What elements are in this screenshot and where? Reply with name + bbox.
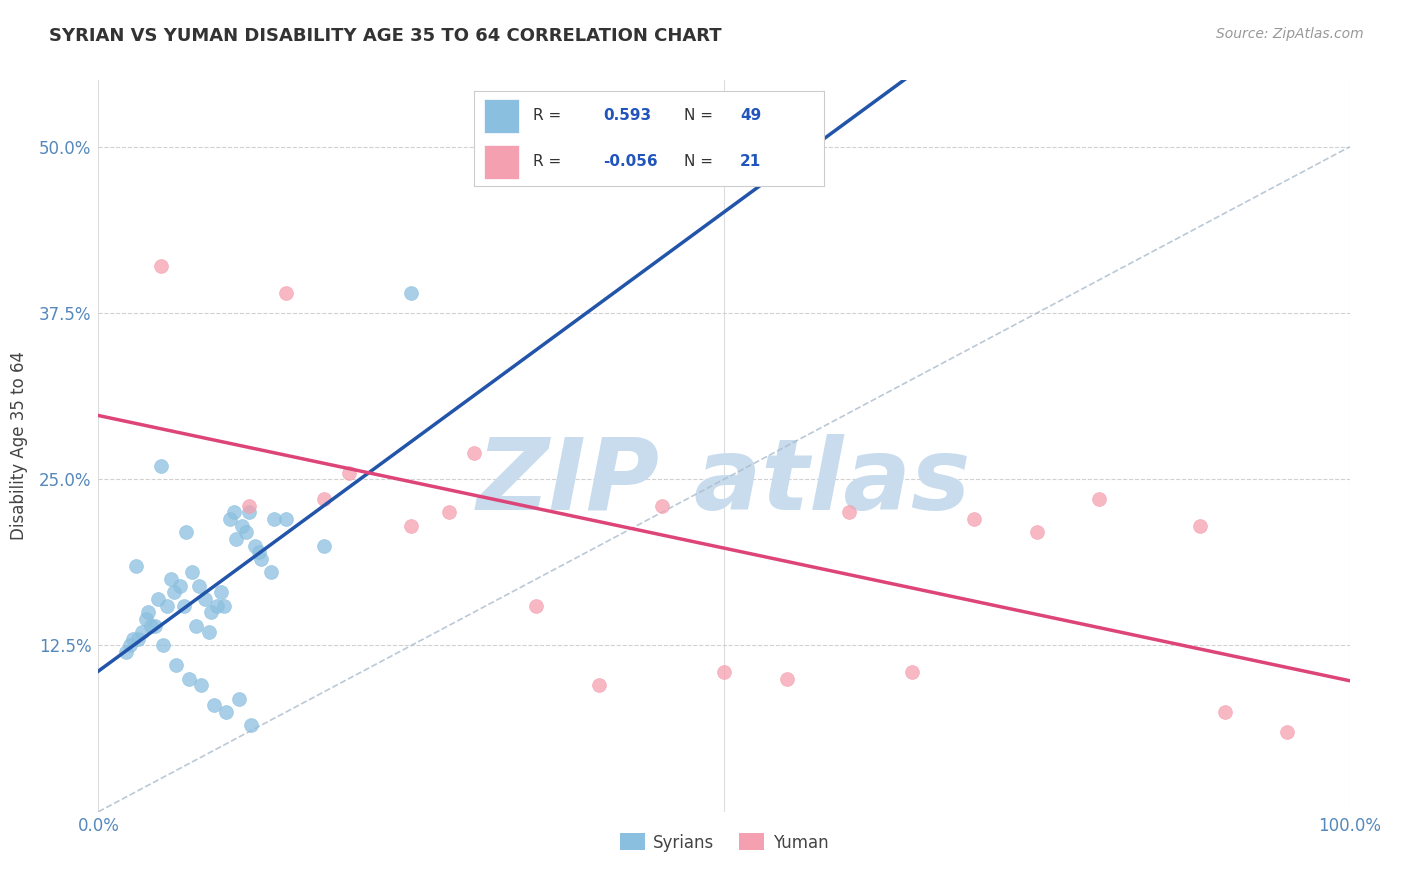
Point: [235, 525, 257, 540]
Point: [150, 260, 173, 274]
Point: [173, 599, 195, 613]
Point: [174, 525, 197, 540]
Point: [963, 512, 986, 526]
Point: [238, 506, 260, 520]
Point: [197, 625, 219, 640]
Text: SYRIAN VS YUMAN DISABILITY AGE 35 TO 64 CORRELATION CHART: SYRIAN VS YUMAN DISABILITY AGE 35 TO 64 …: [49, 27, 721, 45]
Point: [190, 678, 212, 692]
Point: [209, 585, 232, 599]
Point: [240, 718, 263, 732]
Point: [127, 632, 149, 646]
Point: [187, 579, 209, 593]
Point: [1088, 492, 1111, 507]
Point: [776, 672, 799, 686]
Point: [162, 585, 184, 599]
Point: [150, 458, 173, 473]
Text: Source: ZipAtlas.com: Source: ZipAtlas.com: [1216, 27, 1364, 41]
Point: [131, 625, 153, 640]
Point: [260, 566, 283, 580]
Legend: Syrians, Yuman: Syrians, Yuman: [613, 827, 835, 858]
Point: [231, 518, 253, 533]
Point: [225, 532, 247, 546]
Point: [1026, 525, 1049, 540]
Point: [1277, 725, 1299, 739]
Point: [263, 512, 285, 526]
Point: [207, 599, 229, 613]
Point: [152, 639, 174, 653]
Point: [115, 645, 138, 659]
Point: [588, 678, 610, 692]
Point: [143, 618, 166, 632]
Point: [250, 552, 273, 566]
Point: [160, 572, 183, 586]
Point: [202, 698, 225, 713]
Point: [177, 672, 200, 686]
Point: [118, 639, 141, 653]
Point: [274, 512, 298, 526]
Point: [215, 705, 238, 719]
Point: [401, 286, 423, 301]
Point: [222, 506, 245, 520]
Point: [165, 658, 187, 673]
Point: [212, 599, 235, 613]
Point: [156, 599, 179, 613]
Point: [200, 605, 222, 619]
Point: [184, 618, 207, 632]
Point: [713, 665, 735, 679]
Point: [401, 518, 423, 533]
Point: [247, 545, 270, 559]
Point: [122, 632, 145, 646]
Point: [463, 445, 485, 459]
Point: [312, 539, 335, 553]
Point: [228, 691, 250, 706]
Point: [312, 492, 335, 507]
Point: [169, 579, 191, 593]
Point: [238, 499, 260, 513]
Point: [1188, 518, 1211, 533]
Point: [181, 566, 204, 580]
Point: [135, 612, 157, 626]
Point: [900, 665, 922, 679]
Point: [274, 286, 298, 301]
Point: [218, 512, 240, 526]
Point: [838, 506, 860, 520]
Point: [524, 599, 547, 613]
Point: [243, 539, 266, 553]
Text: ZIP atlas: ZIP atlas: [477, 434, 972, 531]
Point: [650, 499, 672, 513]
Point: [139, 618, 162, 632]
Point: [138, 605, 160, 619]
Point: [194, 591, 217, 606]
Point: [148, 591, 170, 606]
Y-axis label: Disability Age 35 to 64: Disability Age 35 to 64: [10, 351, 28, 541]
Point: [1213, 705, 1236, 719]
Point: [437, 506, 460, 520]
Point: [125, 558, 148, 573]
Point: [337, 466, 360, 480]
